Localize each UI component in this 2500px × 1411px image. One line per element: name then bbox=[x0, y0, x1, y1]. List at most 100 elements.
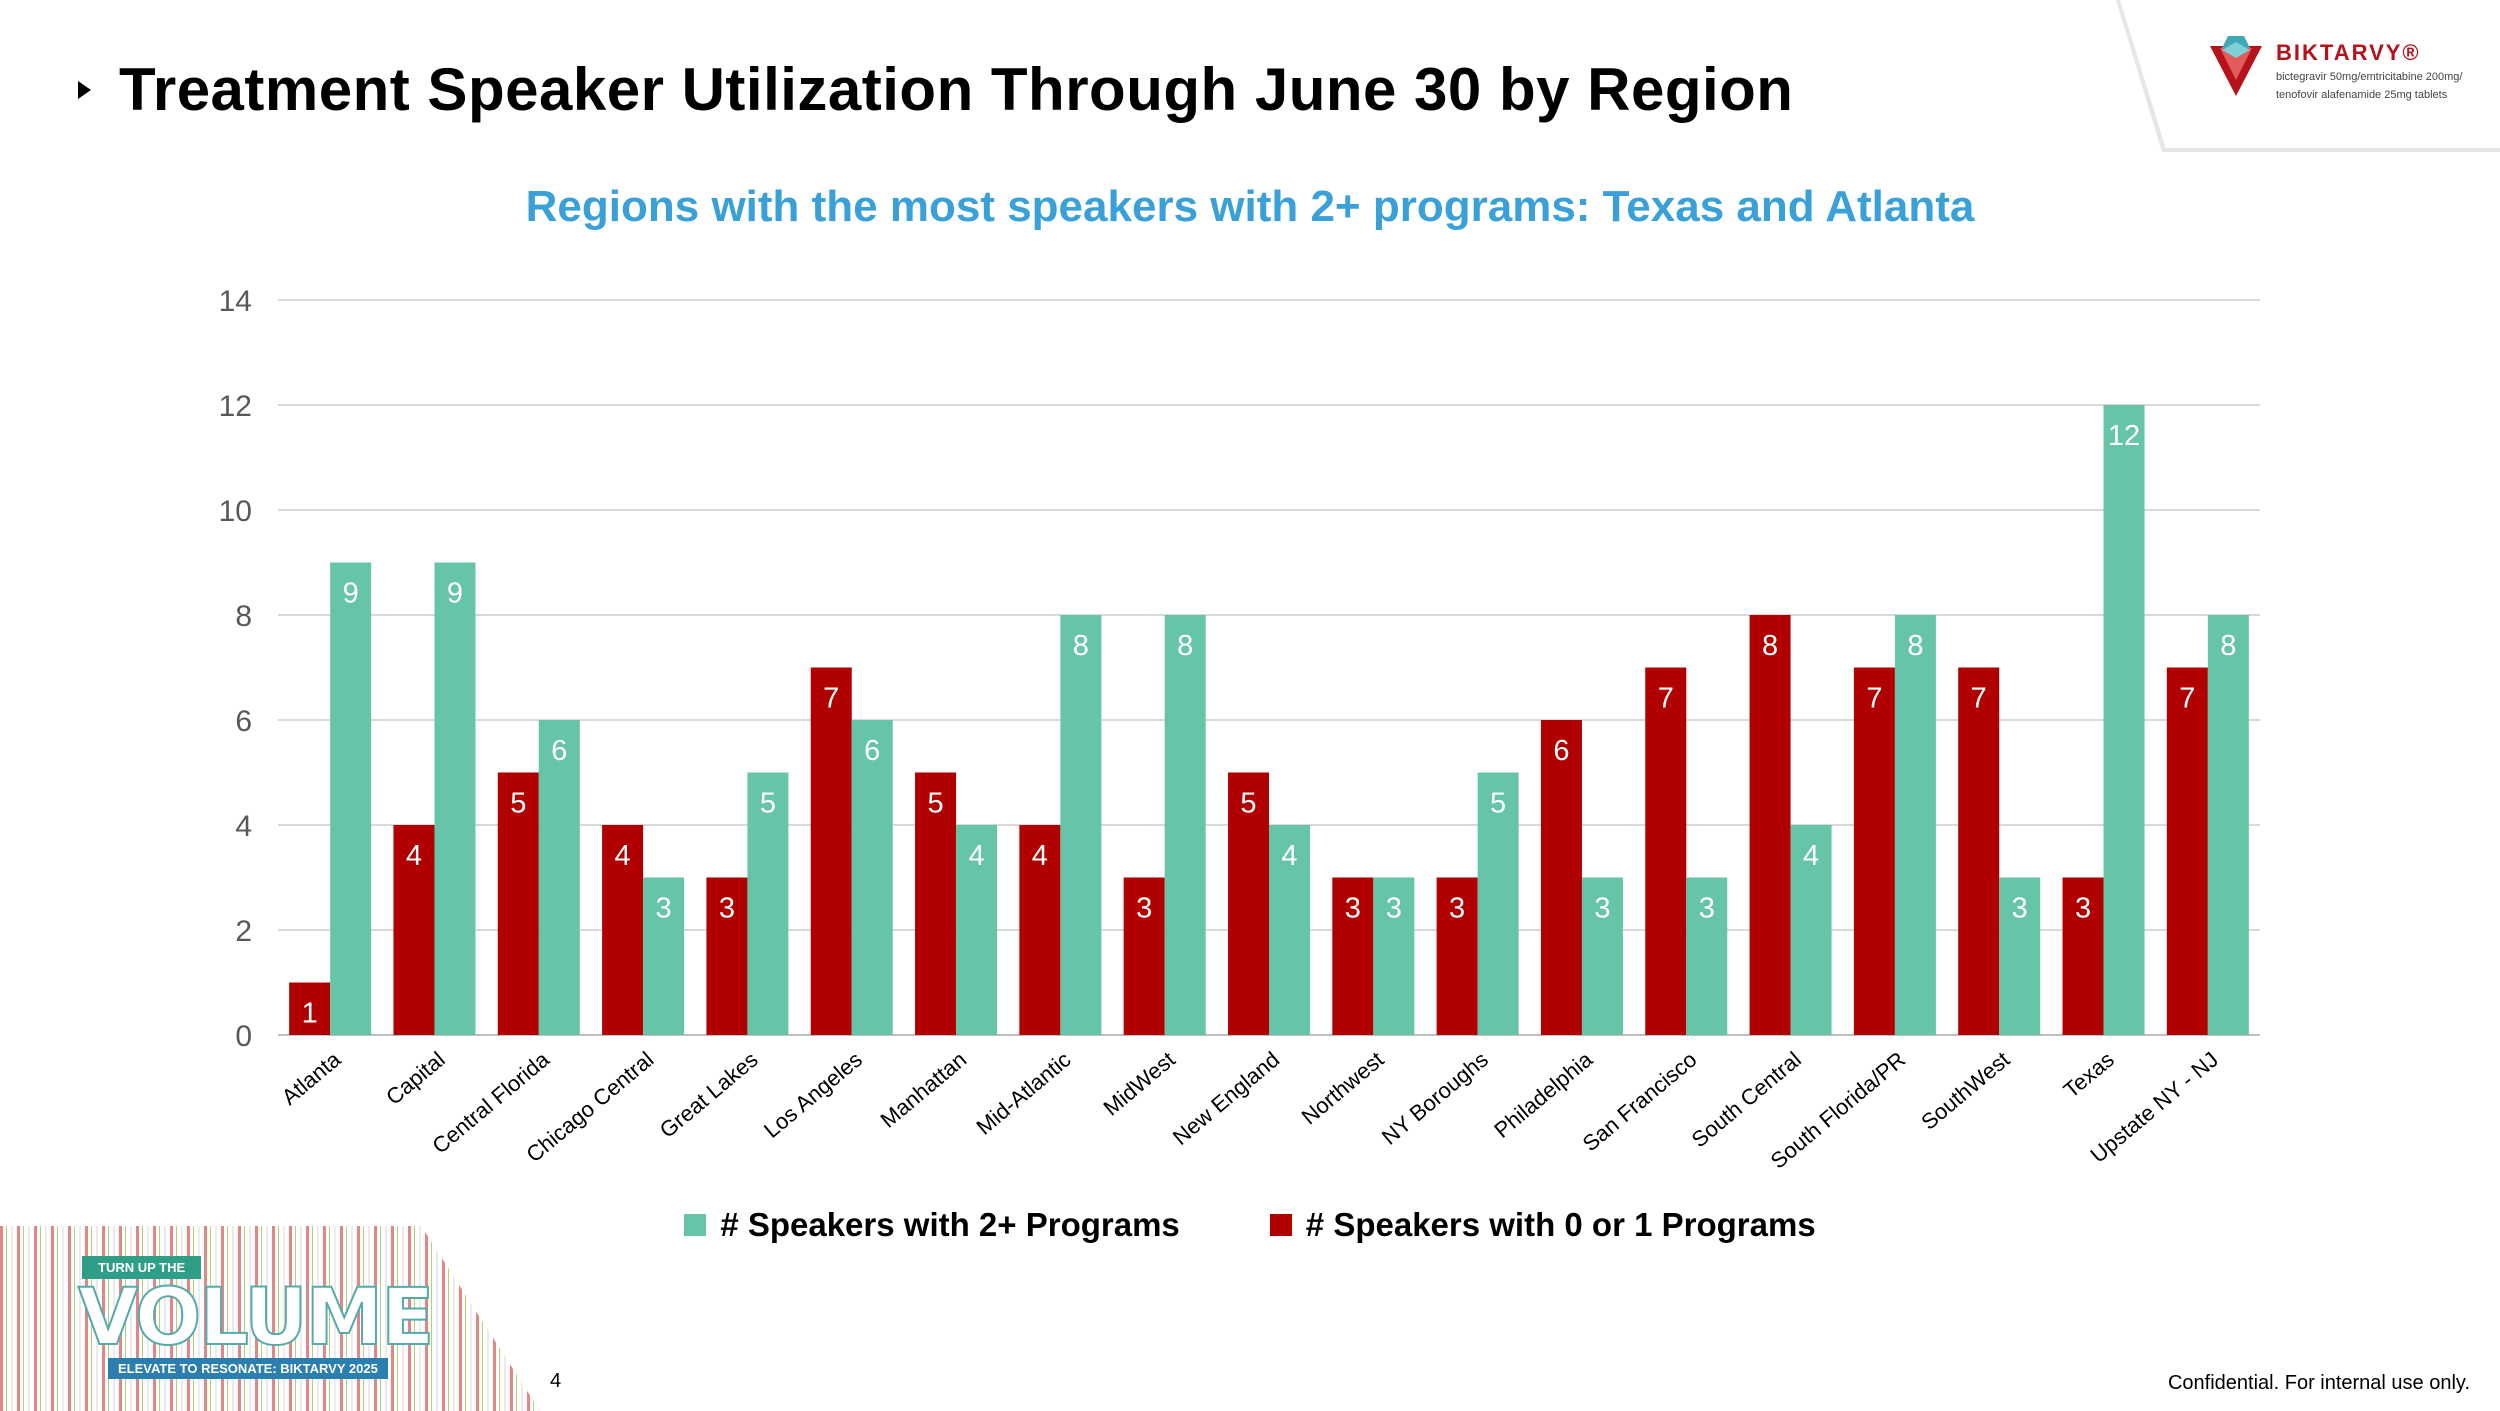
data-label-2plus: 6 bbox=[864, 735, 880, 767]
title-bullet-icon bbox=[78, 80, 91, 99]
slide-title: Treatment Speaker Utilization Through Ju… bbox=[119, 56, 1794, 123]
bar-2plus bbox=[434, 562, 476, 1035]
bar-0or1 bbox=[1123, 877, 1165, 1035]
bar-0or1 bbox=[915, 772, 957, 1035]
legend-item-0or1: # Speakers with 0 or 1 Programs bbox=[1269, 1206, 1816, 1244]
logo-text: BIKTARVY® bictegravir 50mg/emtricitabine… bbox=[2276, 40, 2462, 102]
data-label-0or1: 7 bbox=[2179, 683, 2195, 715]
data-label-0or1: 5 bbox=[510, 788, 526, 820]
data-label-0or1: 7 bbox=[1866, 683, 1882, 715]
bar-2plus bbox=[747, 772, 789, 1035]
y-tick-label: 14 bbox=[219, 285, 252, 318]
data-label-2plus: 8 bbox=[1907, 630, 1923, 662]
bar-0or1 bbox=[1853, 667, 1895, 1035]
data-label-0or1: 3 bbox=[719, 893, 735, 925]
data-label-0or1: 3 bbox=[1136, 893, 1152, 925]
chart-legend: # Speakers with 2+ Programs # Speakers w… bbox=[0, 1206, 2500, 1244]
slide-header: Treatment Speaker Utilization Through Ju… bbox=[78, 55, 1793, 124]
bar-2plus bbox=[1999, 877, 2041, 1035]
bar-2plus bbox=[851, 720, 893, 1035]
data-label-0or1: 3 bbox=[2075, 893, 2091, 925]
bar-0or1 bbox=[1645, 667, 1687, 1035]
y-tick-label: 10 bbox=[219, 495, 252, 528]
data-label-0or1: 7 bbox=[823, 683, 839, 715]
x-tick-label: Capital bbox=[381, 1047, 450, 1110]
legend-swatch-2plus bbox=[684, 1214, 707, 1236]
banner-top-label: TURN UP THE bbox=[82, 1256, 202, 1279]
data-label-0or1: 5 bbox=[927, 788, 943, 820]
data-label-2plus: 8 bbox=[1073, 630, 1089, 662]
data-label-2plus: 3 bbox=[1594, 893, 1610, 925]
x-tick-label: Atlanta bbox=[277, 1046, 346, 1110]
bar-2plus bbox=[1373, 877, 1415, 1035]
bar-2plus bbox=[956, 825, 998, 1035]
bar-0or1 bbox=[706, 877, 748, 1035]
bar-2plus bbox=[1269, 825, 1310, 1035]
y-tick-label: 4 bbox=[235, 810, 252, 843]
bar-0or1 bbox=[1540, 720, 1582, 1035]
y-tick-label: 12 bbox=[219, 390, 252, 423]
legend-swatch-0or1 bbox=[1269, 1214, 1292, 1236]
data-label-0or1: 4 bbox=[406, 840, 422, 872]
data-label-2plus: 8 bbox=[2220, 630, 2236, 662]
banner-bottom-label: ELEVATE TO RESONATE: BIKTARVY 2025 bbox=[108, 1358, 388, 1379]
data-label-0or1: 8 bbox=[1762, 630, 1778, 662]
legend-label-2plus: # Speakers with 2+ Programs bbox=[720, 1206, 1180, 1243]
x-tick-label: San Francisco bbox=[1578, 1047, 1702, 1157]
bar-2plus bbox=[538, 720, 580, 1035]
bar-2plus bbox=[2103, 405, 2145, 1035]
page-number: 4 bbox=[550, 1370, 562, 1392]
bar-2plus bbox=[1581, 877, 1623, 1035]
x-tick-label: Los Angeles bbox=[759, 1047, 867, 1143]
x-tick-label: Northwest bbox=[1297, 1047, 1389, 1130]
legend-label-0or1: # Speakers with 0 or 1 Programs bbox=[1305, 1206, 1816, 1243]
logo-tab bbox=[2120, 0, 2500, 148]
campaign-banner: TURN UP THE VOLUME ELEVATE TO RESONATE: … bbox=[0, 1226, 540, 1411]
data-label-2plus: 4 bbox=[1281, 840, 1297, 872]
bar-0or1 bbox=[810, 667, 852, 1035]
bar-0or1 bbox=[1749, 615, 1791, 1035]
data-label-2plus: 3 bbox=[656, 893, 672, 925]
bar-0or1 bbox=[1958, 667, 2000, 1035]
confidential-note: Confidential. For internal use only. bbox=[2167, 1372, 2470, 1394]
data-label-2plus: 12 bbox=[2108, 420, 2140, 452]
brand-sub-line-2: tenofovir alafenamide 25mg tablets bbox=[2276, 89, 2448, 101]
bar-2plus bbox=[1477, 772, 1519, 1035]
bar-0or1 bbox=[1332, 877, 1374, 1035]
x-tick-label: Texas bbox=[2059, 1047, 2119, 1103]
bar-0or1 bbox=[393, 825, 435, 1035]
data-label-2plus: 4 bbox=[968, 840, 984, 872]
bar-2plus bbox=[2207, 615, 2249, 1035]
data-label-0or1: 4 bbox=[1032, 840, 1048, 872]
data-label-0or1: 3 bbox=[1345, 893, 1361, 925]
x-tick-label: SouthWest bbox=[1916, 1047, 2014, 1135]
data-label-2plus: 9 bbox=[343, 578, 359, 610]
bar-0or1 bbox=[1228, 772, 1269, 1035]
bar-0or1 bbox=[497, 772, 539, 1035]
data-label-2plus: 8 bbox=[1177, 630, 1193, 662]
legend-item-2plus: # Speakers with 2+ Programs bbox=[684, 1206, 1180, 1244]
data-label-0or1: 7 bbox=[1971, 683, 1987, 715]
bar-2plus bbox=[1790, 825, 1832, 1035]
x-tick-label: New England bbox=[1168, 1047, 1284, 1150]
data-label-0or1: 3 bbox=[1449, 893, 1465, 925]
data-label-2plus: 3 bbox=[2012, 893, 2028, 925]
data-label-0or1: 4 bbox=[615, 840, 631, 872]
y-tick-label: 8 bbox=[235, 600, 252, 633]
y-tick-label: 6 bbox=[235, 705, 252, 738]
data-label-2plus: 6 bbox=[551, 735, 567, 767]
chart-title: Regions with the most speakers with 2+ p… bbox=[525, 182, 1975, 231]
x-tick-label: Philadelphia bbox=[1489, 1046, 1597, 1143]
data-label-2plus: 9 bbox=[447, 578, 463, 610]
data-label-2plus: 5 bbox=[760, 788, 776, 820]
bar-0or1 bbox=[1019, 825, 1061, 1035]
bar-0or1 bbox=[602, 825, 644, 1035]
bar-2plus bbox=[643, 877, 685, 1035]
bar-0or1 bbox=[2166, 667, 2208, 1035]
biktarvy-logo-icon bbox=[2210, 36, 2262, 96]
bar-2plus bbox=[330, 562, 372, 1035]
x-tick-label: NY Boroughs bbox=[1377, 1047, 1493, 1150]
data-label-0or1: 1 bbox=[302, 998, 318, 1030]
bar-2plus bbox=[1894, 615, 1936, 1035]
